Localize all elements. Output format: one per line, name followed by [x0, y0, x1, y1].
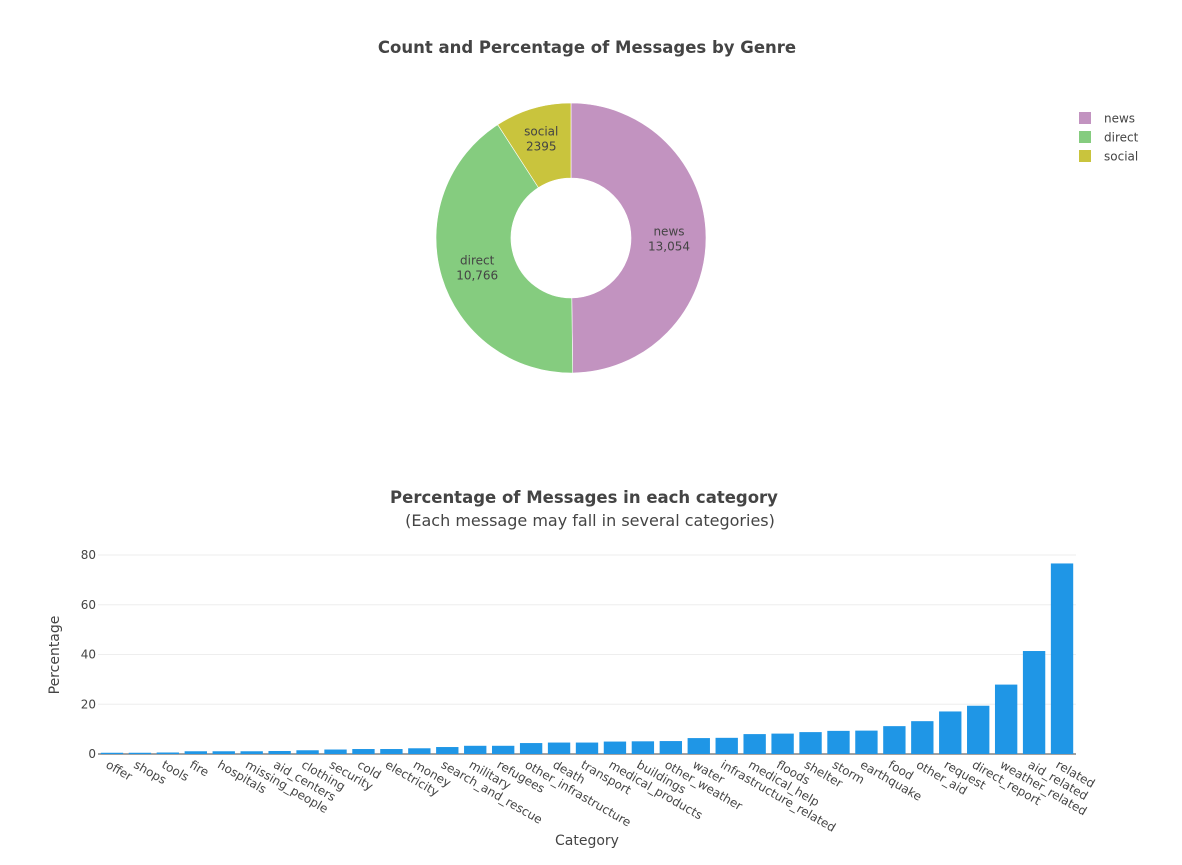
bar-hospitals[interactable] [212, 751, 235, 754]
y-tick-label: 80 [81, 548, 96, 562]
legend-label: direct [1104, 131, 1139, 145]
bar-aid_centers[interactable] [268, 751, 291, 754]
bar-transport[interactable] [575, 742, 599, 754]
pie-slice-news[interactable] [570, 102, 707, 374]
bar-floods[interactable] [771, 733, 794, 754]
bar-security[interactable] [324, 749, 347, 754]
bar-weather_related[interactable] [994, 684, 1018, 754]
bar-other_aid[interactable] [911, 721, 934, 754]
bar-other_weather[interactable] [659, 741, 683, 754]
pie-slice-value: 13,054 [648, 239, 690, 253]
y-tick-label: 40 [81, 648, 96, 662]
bar-military[interactable] [464, 745, 487, 754]
category-bar-chart: Percentage of Messages in each category … [47, 488, 1097, 849]
bar-offer[interactable] [100, 752, 124, 754]
pie-slice-label: social [524, 124, 558, 138]
bar-clothing[interactable] [296, 750, 319, 754]
bar-subtitle: (Each message may fall in several catego… [405, 511, 775, 530]
x-axis-label: Category [555, 833, 619, 849]
pie-legend: news direct social [1079, 112, 1139, 164]
bar-request[interactable] [939, 711, 962, 754]
bar-earthquake[interactable] [855, 730, 878, 754]
bar-refugees[interactable] [491, 745, 515, 754]
pie-title: Count and Percentage of Messages by Genr… [378, 38, 796, 57]
bar-shelter[interactable] [799, 732, 822, 754]
bar-search_and_rescue[interactable] [436, 747, 459, 754]
bar-title: Percentage of Messages in each category [390, 488, 778, 507]
legend-item-news[interactable]: news [1079, 112, 1135, 126]
bar-aid_related[interactable] [1022, 651, 1046, 754]
x-tick-label: fire [187, 757, 211, 779]
legend-item-social[interactable]: social [1079, 150, 1138, 164]
y-tick-label: 60 [81, 598, 96, 612]
bar-death[interactable] [547, 742, 571, 754]
bar-other_infrastructure[interactable] [519, 743, 543, 754]
bar-shops[interactable] [128, 752, 152, 754]
pie-slice-value: 2395 [526, 139, 557, 153]
legend-swatch [1079, 131, 1091, 143]
x-tick-label: offer [103, 757, 134, 783]
bar-buildings[interactable] [631, 741, 655, 754]
y-tick-label: 0 [88, 747, 96, 761]
bar-food[interactable] [883, 726, 906, 754]
y-axis-label: Percentage [47, 616, 63, 695]
bar-medical_products[interactable] [603, 741, 627, 754]
bar-fire[interactable] [184, 751, 207, 754]
y-tick-label: 20 [81, 697, 96, 711]
bar-medical_help[interactable] [743, 734, 766, 754]
pie-slice-direct[interactable] [435, 124, 574, 374]
legend-swatch [1079, 150, 1091, 162]
genre-donut-chart: Count and Percentage of Messages by Genr… [378, 38, 796, 374]
bar-direct_report[interactable] [967, 705, 990, 754]
bar-cold[interactable] [352, 749, 375, 754]
bar-missing_people[interactable] [240, 751, 263, 754]
legend-item-direct[interactable]: direct [1079, 131, 1139, 145]
bar-related[interactable] [1050, 563, 1074, 754]
legend-label: news [1104, 112, 1135, 126]
legend-swatch [1079, 112, 1091, 124]
pie-slice-value: 10,766 [456, 268, 498, 282]
pie-slice-label: news [653, 224, 684, 238]
bar-electricity[interactable] [380, 749, 403, 754]
bar-money[interactable] [408, 748, 431, 754]
pie-slice-social[interactable] [497, 102, 572, 189]
bar-water[interactable] [687, 738, 710, 754]
bar-infrastructure_related[interactable] [715, 737, 738, 754]
pie-slice-label: direct [460, 253, 495, 267]
bar-storm[interactable] [827, 730, 850, 754]
bar-tools[interactable] [156, 752, 180, 754]
legend-label: social [1104, 150, 1138, 164]
